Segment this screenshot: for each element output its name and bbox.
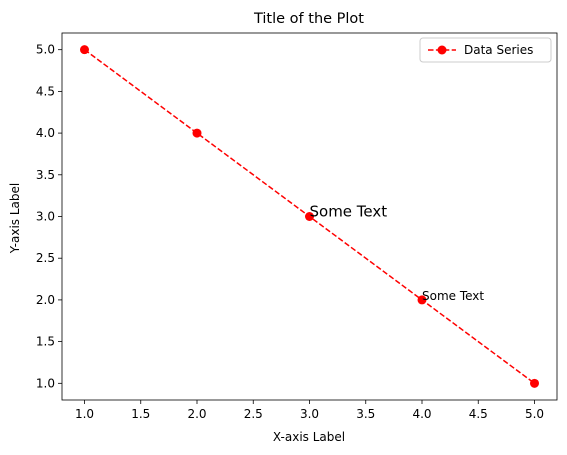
- legend-box: [419, 37, 552, 63]
- data-point: [305, 212, 314, 221]
- x-tick-label: 3.0: [300, 407, 319, 421]
- y-tick-label: 3.0: [36, 210, 55, 224]
- data-point: [417, 295, 427, 305]
- data-point: [530, 378, 539, 388]
- x-tick-label: 3.5: [356, 407, 375, 421]
- data-point: [80, 45, 89, 55]
- legend-label: Data Series: [464, 43, 533, 57]
- x-tick-label: 1.5: [131, 407, 150, 421]
- x-tick-label: 2.0: [187, 407, 206, 421]
- y-tick-label: 2.0: [36, 293, 55, 307]
- legend: Data Series: [419, 37, 552, 63]
- data-point: [192, 128, 202, 138]
- y-tick-label: 2.5: [36, 251, 55, 265]
- y-axis-label: Y-axis Label: [8, 183, 22, 254]
- x-tick-label: 1.0: [75, 407, 94, 421]
- x-axis-label: X-axis Label: [273, 430, 345, 444]
- chart-title: Title of the Plot: [253, 11, 364, 27]
- annotation-text: Some Text: [310, 203, 388, 221]
- x-tick-label: 5.0: [525, 407, 544, 421]
- annotation-text: Some Text: [422, 289, 484, 303]
- y-tick-label: 1.5: [36, 335, 55, 349]
- y-tick-label: 4.5: [36, 84, 55, 98]
- legend-marker: [437, 45, 447, 55]
- x-tick-label: 4.0: [412, 407, 431, 421]
- y-tick-label: 5.0: [36, 43, 55, 57]
- plot-area: 1.0 1.5 2.0 2.5 3.0 3.5 4.0 4.5 5.0 1.0 1.5 2.0 2.5 3…: [36, 32, 558, 421]
- axes-frame: [61, 32, 558, 401]
- y-tick-label: 1.0: [36, 376, 55, 390]
- y-tick-label: 4.0: [36, 126, 55, 140]
- x-tick-label: 4.5: [469, 407, 488, 421]
- y-tick-label: 3.5: [36, 168, 55, 182]
- x-tick-label: 2.5: [244, 407, 263, 421]
